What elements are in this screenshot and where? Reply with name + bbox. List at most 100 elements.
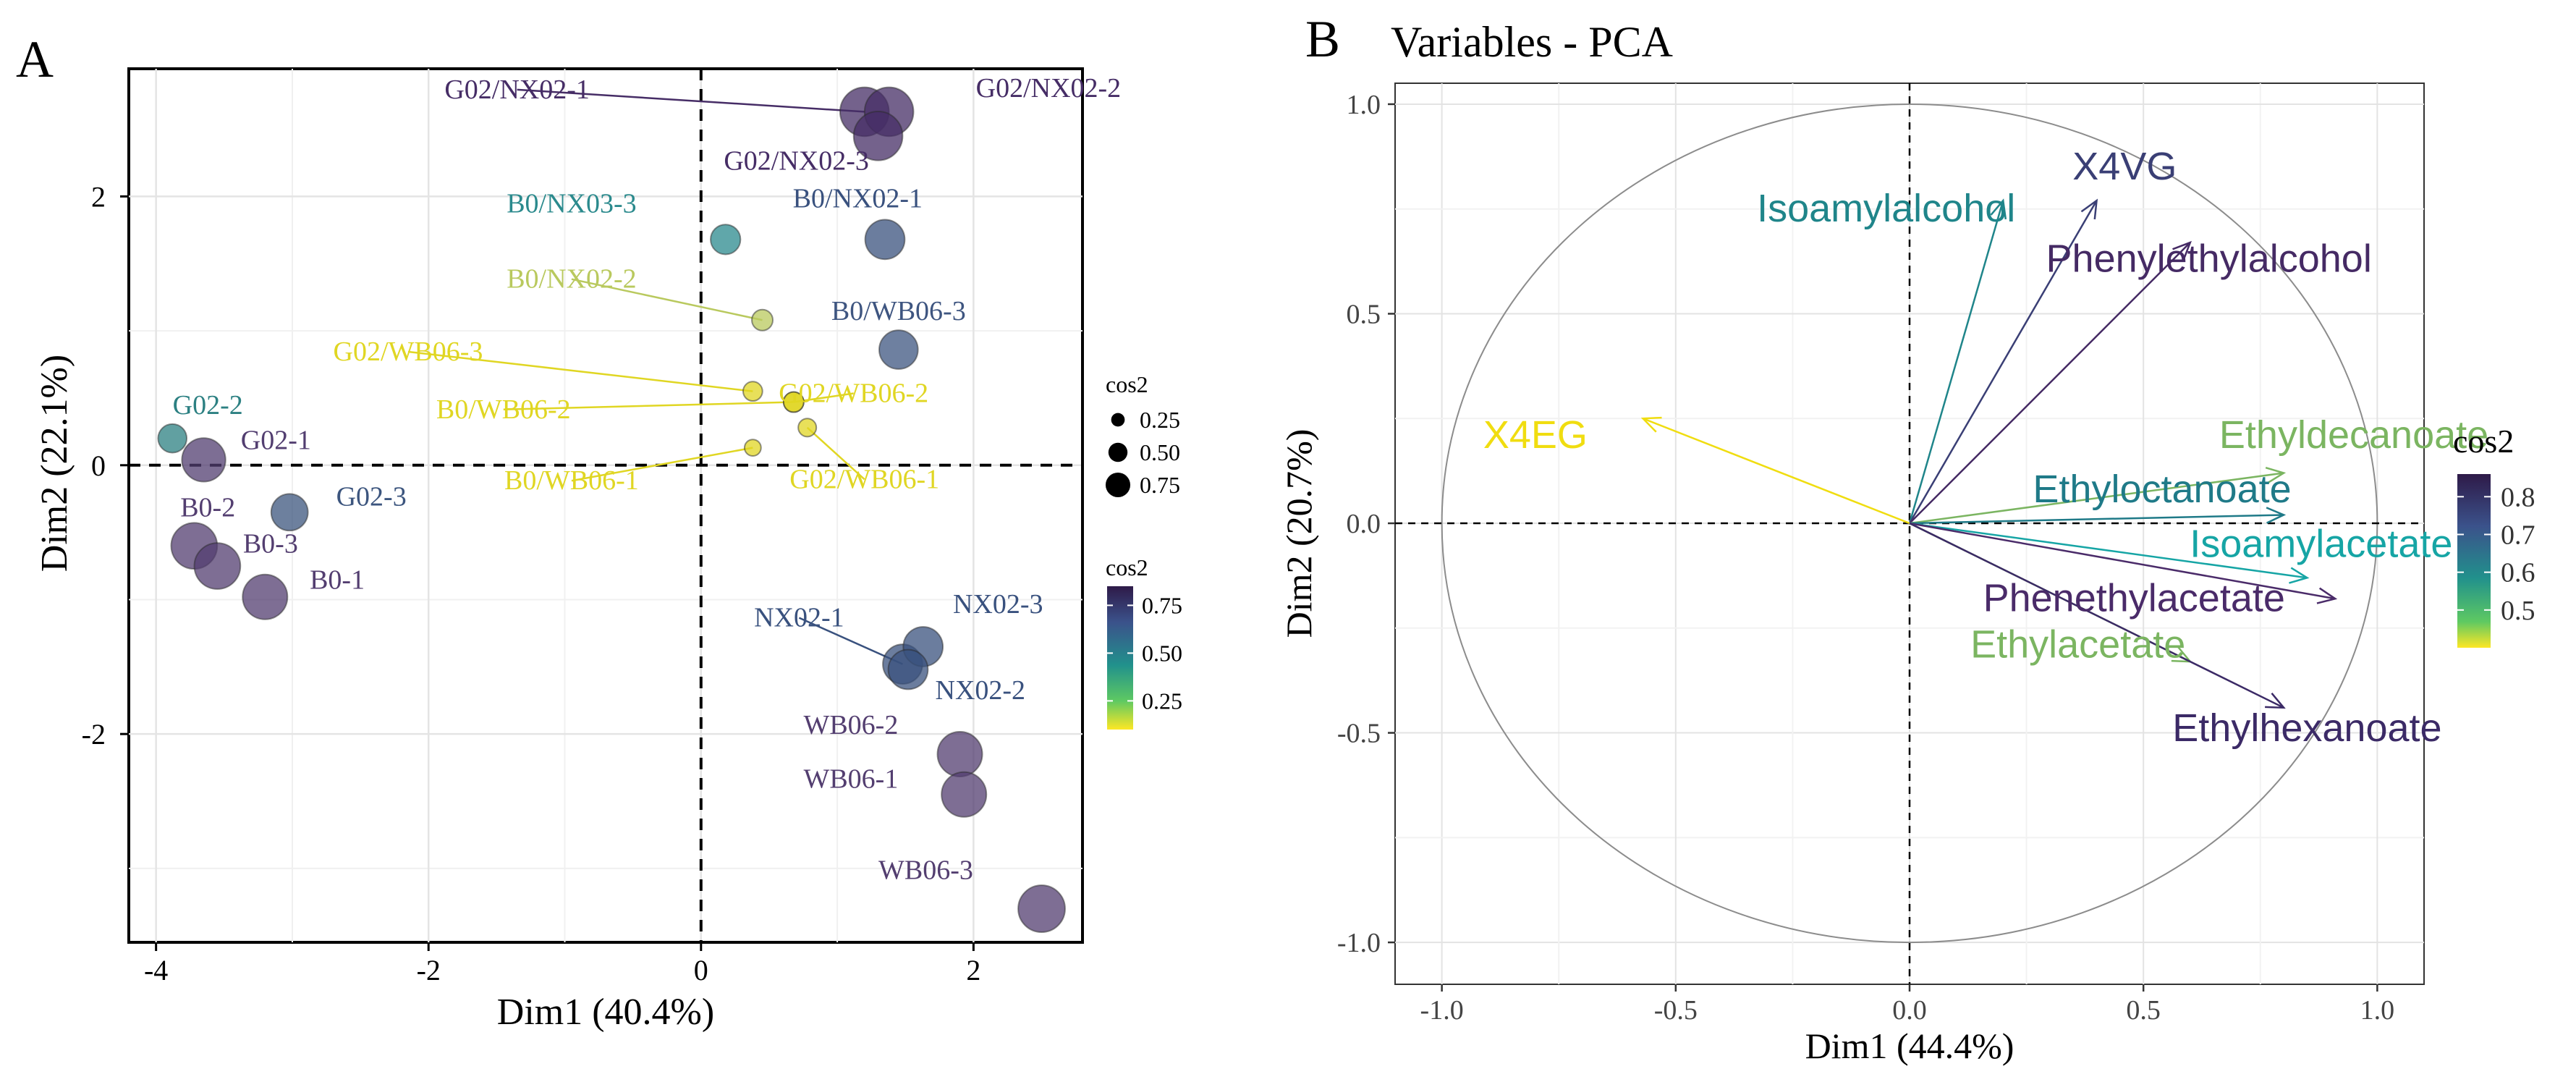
panel-a-points xyxy=(157,86,1066,933)
panel-a-point-labels: G02/NX02-1 G02/NX02-2 G02/NX02-3 B0/NX03-3 B… xyxy=(173,73,1122,886)
data-point xyxy=(742,381,763,402)
panel-b-label: B xyxy=(1305,10,1340,68)
point-label: G02/WB06-3 xyxy=(334,337,483,367)
data-point xyxy=(157,423,188,454)
size-legend-label: 0.25 xyxy=(1140,407,1180,433)
data-point xyxy=(852,111,904,161)
x-tick-label: 0 xyxy=(694,954,708,986)
data-point xyxy=(181,437,226,483)
leader-line xyxy=(517,88,865,113)
data-point xyxy=(887,648,929,690)
point-label: B0/WB06-2 xyxy=(436,394,571,425)
loading-arrow xyxy=(1908,198,2007,524)
data-point xyxy=(797,418,818,438)
panel-a: A -4 -2 0 2-202 G02/NX02-1 G02/NX02-2G02/NX0… xyxy=(16,30,1182,1033)
point-label: G02-2 xyxy=(173,390,243,420)
variable-label: Ethyloctanoate xyxy=(2033,468,2291,511)
y-tick-label: -0.5 xyxy=(1337,719,1381,749)
x-tick-label: 0.5 xyxy=(2126,995,2161,1026)
leader-line xyxy=(503,401,794,411)
loading-arrow xyxy=(1909,507,2287,525)
size-legend-title: cos2 xyxy=(1106,371,1148,397)
data-point xyxy=(1017,884,1066,933)
point-label: G02/NX02-3 xyxy=(724,145,869,176)
panel-a-grid xyxy=(129,69,1082,942)
point-label: B0-3 xyxy=(243,528,298,559)
point-label: B0-2 xyxy=(180,492,235,523)
size-legend-label: 0.75 xyxy=(1140,472,1180,498)
point-label: WB06-2 xyxy=(803,710,898,740)
y-tick-label: 0.0 xyxy=(1347,509,1381,539)
color-legend-label: 0.5 xyxy=(2501,596,2535,626)
size-legend-label: 0.50 xyxy=(1140,439,1180,465)
color-legend-label: 0.75 xyxy=(1142,592,1182,618)
color-legend-label: 0.7 xyxy=(2501,520,2535,550)
panel-b-y-axis-title: Dim2 (20.7%) xyxy=(1279,429,1319,638)
data-point xyxy=(864,219,906,261)
size-legend-key xyxy=(1111,413,1125,427)
panel-a-ticks: -4 -2 0 2 -2 0 2 xyxy=(82,180,981,986)
loading-arrow xyxy=(1909,522,2310,584)
x-tick-label: -4 xyxy=(144,954,168,986)
color-legend-label: 0.8 xyxy=(2501,482,2535,512)
panel-a-size-legend: cos2 0.25 0.50 0.75 xyxy=(1105,371,1180,498)
y-tick-label: 0 xyxy=(91,449,106,482)
variable-label: Ethylacetate xyxy=(1970,622,2185,666)
variable-label: X4VG xyxy=(2072,145,2177,188)
point-label: G02-1 xyxy=(241,426,311,456)
point-label: G02/WB06-2 xyxy=(779,379,928,409)
panel-a-y-axis-title: Dim2 (22.1%) xyxy=(34,355,75,572)
panel-b-color-legend: cos2 0.5 0.6 0.7 0.8 xyxy=(2453,423,2535,648)
panel-a-label: A xyxy=(16,30,54,88)
loading-arrow xyxy=(1640,416,1910,525)
point-label: B0/NX02-1 xyxy=(793,183,923,214)
data-point xyxy=(782,391,805,413)
y-tick-label: 0.5 xyxy=(1347,299,1381,329)
variable-label: Isoamylalcohol xyxy=(1757,187,2015,230)
color-legend-b-title: cos2 xyxy=(2453,423,2514,460)
point-label: G02/WB06-1 xyxy=(789,464,939,494)
variable-label: Isoamylacetate xyxy=(2190,522,2452,565)
data-point xyxy=(270,493,309,532)
color-legend-label: 0.6 xyxy=(2501,558,2535,588)
data-point xyxy=(878,329,919,370)
x-tick-label: 2 xyxy=(966,954,980,986)
y-tick-label: 2 xyxy=(91,180,106,213)
x-tick-label: 1.0 xyxy=(2360,995,2395,1026)
loading-arrow xyxy=(1908,198,2098,524)
variable-label: Phenylethylalcohol xyxy=(2046,237,2372,281)
data-point xyxy=(941,771,988,818)
leader-line xyxy=(407,350,753,392)
panel-a-color-legend: cos2 0.25 0.50 0.75 xyxy=(1106,554,1182,730)
panel-a-x-axis-title: Dim1 (40.4%) xyxy=(497,992,714,1033)
x-tick-label: -0.5 xyxy=(1654,995,1698,1026)
y-tick-label: 1.0 xyxy=(1347,90,1381,120)
loading-arrow xyxy=(1909,522,2286,709)
panel-b-arrows xyxy=(1640,198,2338,709)
point-label: NX02-3 xyxy=(953,589,1043,620)
panel-b-ticks: -1.0 -0.5 0.0 0.5 1.0 -1.0 -0.5 0.0 0.5 1.0 xyxy=(1337,90,2394,1026)
point-label: B0/NX02-2 xyxy=(507,264,636,295)
panel-a-leader-lines xyxy=(407,88,903,665)
point-label: B0-1 xyxy=(310,565,365,596)
variable-label: Ethyldecanoate xyxy=(2219,413,2488,457)
color-legend-label: 0.25 xyxy=(1142,688,1182,714)
leader-line xyxy=(571,447,753,482)
data-point xyxy=(242,573,289,620)
color-legend-b-bar xyxy=(2457,474,2491,648)
point-label: B0/WB06-1 xyxy=(504,465,639,496)
color-legend-a-bar xyxy=(1107,586,1133,730)
panel-b: B Variables - PCA -1.0 -0.5 0.0 0.5 1.0-1.0-… xyxy=(1279,10,2535,1066)
point-label: G02-3 xyxy=(336,482,407,512)
data-point xyxy=(743,439,762,457)
point-label: B0/WB06-3 xyxy=(831,296,966,326)
point-label: NX02-1 xyxy=(754,603,844,633)
point-label: G02/NX02-1 xyxy=(444,75,590,105)
point-label: G02/NX02-2 xyxy=(976,73,1122,103)
panel-b-title: Variables - PCA xyxy=(1391,18,1673,66)
y-tick-label: -2 xyxy=(82,718,106,751)
variable-label: Ethylhexanoate xyxy=(2172,706,2441,750)
data-point xyxy=(710,224,742,255)
size-legend-key xyxy=(1108,442,1128,462)
